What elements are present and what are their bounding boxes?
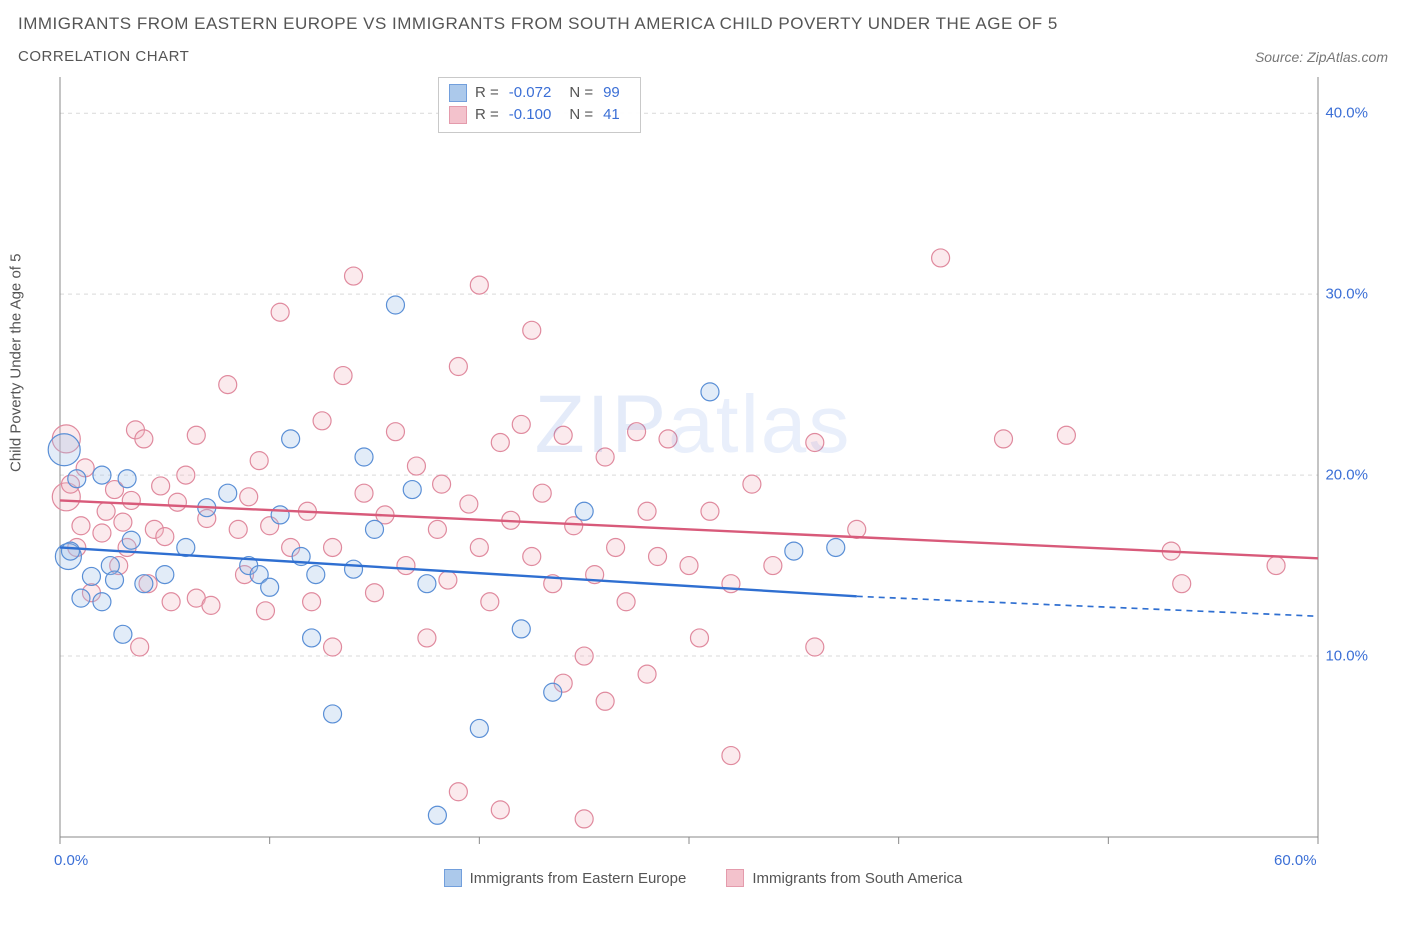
- chart-area: Child Poverty Under the Age of 5 ZIPatla…: [18, 77, 1368, 867]
- stat-N-label: N =: [569, 82, 593, 104]
- y-axis-label: Child Poverty Under the Age of 5: [8, 254, 25, 472]
- legend-swatch: [444, 869, 462, 887]
- source-prefix: Source:: [1255, 49, 1307, 65]
- legend-item-1: Immigrants from South America: [726, 869, 962, 887]
- stat-R-label: R =: [475, 104, 499, 126]
- legend-swatch: [449, 84, 467, 102]
- chart-title: IMMIGRANTS FROM EASTERN EUROPE VS IMMIGR…: [18, 14, 1058, 34]
- stat-N-value: 99: [603, 82, 620, 104]
- bottom-legend: Immigrants from Eastern Europe Immigrant…: [18, 869, 1388, 887]
- source-attribution: Source: ZipAtlas.com: [1255, 49, 1388, 65]
- stat-R-value: -0.100: [509, 104, 552, 126]
- legend-label: Immigrants from Eastern Europe: [470, 870, 687, 887]
- correlation-stats-box: R = -0.072 N = 99 R = -0.100 N = 41: [438, 77, 641, 133]
- x-tick-label-min: 0.0%: [54, 852, 88, 869]
- stat-N-label: N =: [569, 104, 593, 126]
- y-tick-label: 40.0%: [1325, 105, 1368, 122]
- y-tick-label: 20.0%: [1325, 467, 1368, 484]
- stats-row-series-1: R = -0.100 N = 41: [449, 104, 630, 126]
- legend-swatch: [449, 106, 467, 124]
- stats-row-series-0: R = -0.072 N = 99: [449, 82, 630, 104]
- y-tick-label: 10.0%: [1325, 648, 1368, 665]
- x-tick-label-max: 60.0%: [1274, 852, 1317, 869]
- stat-R-label: R =: [475, 82, 499, 104]
- legend-item-0: Immigrants from Eastern Europe: [444, 869, 687, 887]
- stat-R-value: -0.072: [509, 82, 552, 104]
- scatter-chart: [18, 77, 1368, 867]
- source-name: ZipAtlas.com: [1307, 49, 1388, 65]
- y-tick-label: 30.0%: [1325, 286, 1368, 303]
- legend-label: Immigrants from South America: [752, 870, 962, 887]
- stat-N-value: 41: [603, 104, 620, 126]
- chart-subtitle: CORRELATION CHART: [18, 48, 1058, 65]
- legend-swatch: [726, 869, 744, 887]
